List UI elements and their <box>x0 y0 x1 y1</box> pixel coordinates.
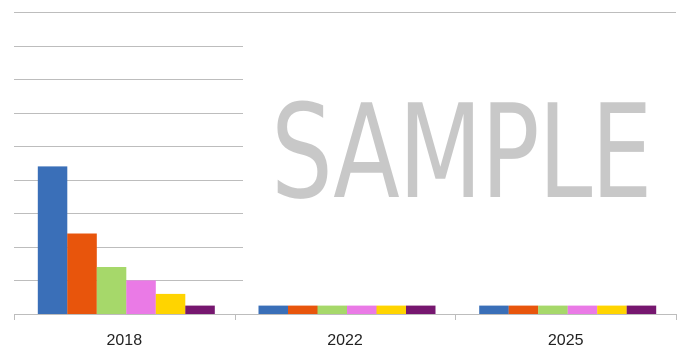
bar <box>258 305 288 314</box>
bar <box>508 305 539 314</box>
bar <box>406 305 436 314</box>
sample-watermark: SAMPLE <box>271 76 651 228</box>
bar <box>567 305 598 314</box>
x-tick-label: 2022 <box>327 332 363 347</box>
bar <box>626 305 657 314</box>
bars <box>37 166 657 314</box>
x-axis-ticks <box>14 314 677 320</box>
bar <box>479 305 509 314</box>
bar <box>376 305 406 314</box>
x-tick-label: 2018 <box>107 332 143 347</box>
bar <box>538 305 568 314</box>
x-tick-label: 2025 <box>548 332 584 347</box>
watermark-layer: SAMPLE <box>246 36 676 228</box>
bar <box>126 280 156 314</box>
watermark-background <box>246 36 676 218</box>
bar <box>37 166 68 314</box>
bar <box>185 305 215 314</box>
x-axis-tick-labels: 2018 2022 2025 <box>107 332 584 347</box>
bar <box>347 305 377 314</box>
bar <box>67 233 97 314</box>
bar <box>155 293 186 314</box>
bar <box>597 305 627 314</box>
bar <box>96 267 127 314</box>
bar <box>317 305 347 314</box>
bar <box>288 305 318 314</box>
